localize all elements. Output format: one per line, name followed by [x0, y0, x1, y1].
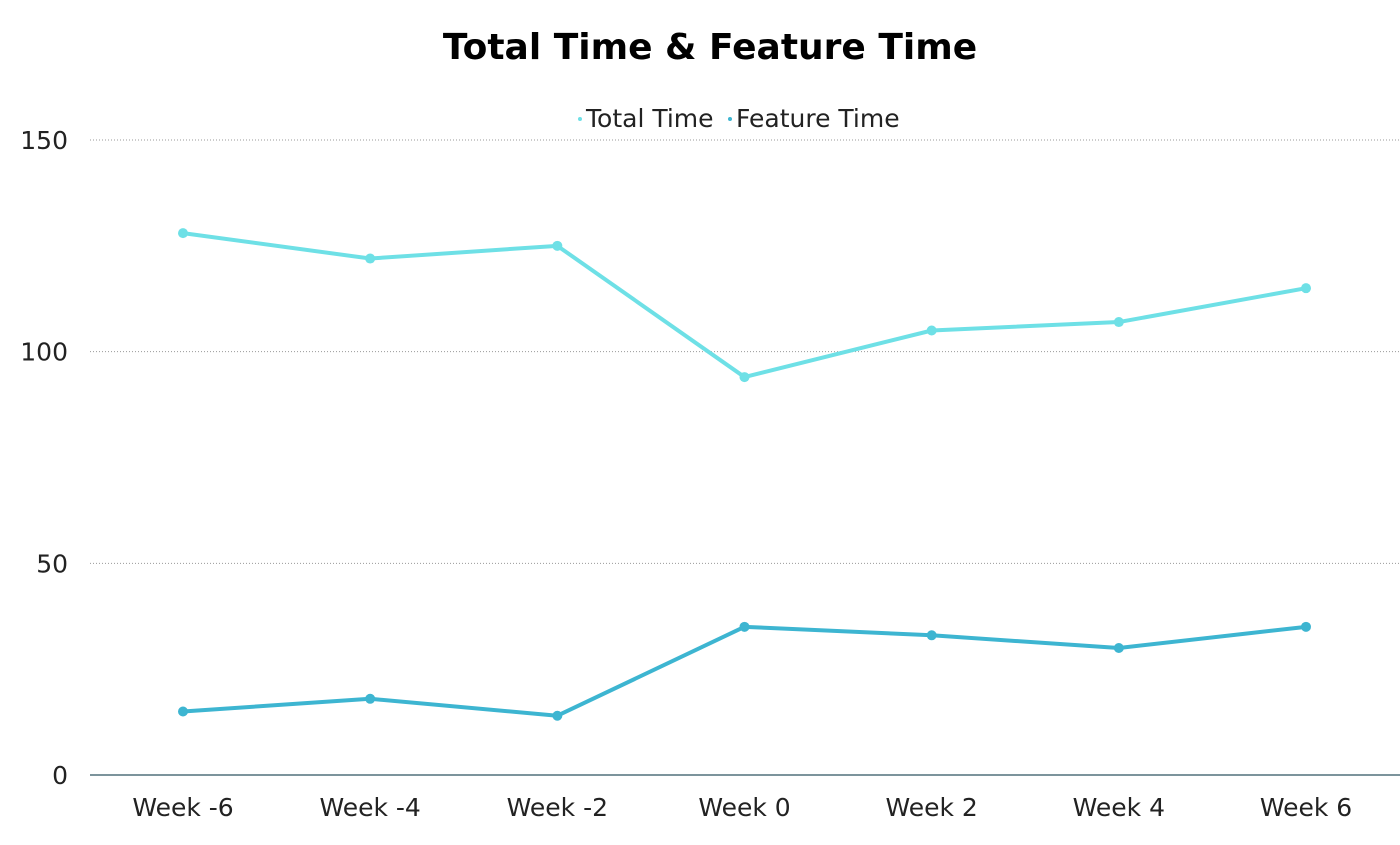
data-point: [1113, 643, 1124, 653]
data-point: [552, 240, 563, 251]
x-tick-label: Week 0: [698, 793, 790, 822]
y-axis-ticks: 0 50 100 150: [20, 126, 68, 790]
data-point: [178, 228, 188, 239]
x-tick-label: Week 2: [885, 793, 977, 822]
data-point: [926, 630, 937, 641]
data-point: [1113, 317, 1124, 328]
y-tick-label: 150: [20, 126, 68, 155]
grid: [90, 139, 1400, 776]
x-tick-label: Week -4: [319, 793, 420, 822]
x-tick-label: Week -2: [507, 793, 608, 822]
series-line: [181, 231, 1308, 380]
x-tick-label: Week -6: [132, 793, 233, 822]
y-tick-label: 100: [20, 338, 68, 367]
data-point: [739, 621, 750, 632]
legend-label: Total Time: [585, 104, 714, 133]
data-point: [365, 253, 376, 264]
legend-marker: [578, 117, 582, 121]
series-total-time: [178, 228, 1311, 383]
x-axis-ticks: Week -6 Week -4 Week -2 Week 0 Week 2 Week 4 W…: [132, 793, 1352, 822]
series-group: [178, 228, 1311, 721]
series-line: [181, 624, 1308, 718]
legend-marker: [728, 117, 732, 121]
data-point: [365, 693, 376, 704]
data-point: [178, 706, 188, 717]
data-point: [1301, 621, 1311, 632]
data-point: [552, 710, 563, 721]
legend-label: Feature Time: [736, 104, 900, 133]
x-tick-label: Week 4: [1073, 793, 1165, 822]
y-tick-label: 0: [52, 761, 68, 790]
data-point: [1301, 283, 1311, 294]
legend: Total Time Feature Time: [578, 104, 900, 133]
data-point: [926, 325, 937, 336]
chart-title: Total Time & Feature Time: [443, 27, 977, 68]
series-feature-time: [178, 621, 1311, 721]
x-tick-label: Week 6: [1260, 793, 1352, 822]
y-tick-label: 50: [36, 549, 68, 578]
data-point: [739, 372, 750, 383]
